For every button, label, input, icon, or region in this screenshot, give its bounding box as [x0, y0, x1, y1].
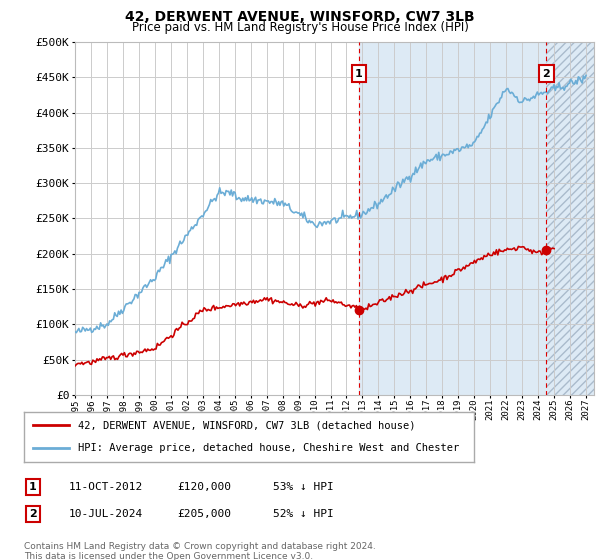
- Text: £120,000: £120,000: [177, 482, 231, 492]
- Text: 2: 2: [542, 69, 550, 79]
- Text: 2: 2: [29, 509, 37, 519]
- Text: 52% ↓ HPI: 52% ↓ HPI: [273, 509, 334, 519]
- Text: HPI: Average price, detached house, Cheshire West and Chester: HPI: Average price, detached house, Ches…: [78, 444, 459, 454]
- Text: 11-OCT-2012: 11-OCT-2012: [69, 482, 143, 492]
- Text: 42, DERWENT AVENUE, WINSFORD, CW7 3LB (detached house): 42, DERWENT AVENUE, WINSFORD, CW7 3LB (d…: [78, 420, 415, 430]
- Text: 10-JUL-2024: 10-JUL-2024: [69, 509, 143, 519]
- Text: Contains HM Land Registry data © Crown copyright and database right 2024.
This d: Contains HM Land Registry data © Crown c…: [24, 542, 376, 560]
- Text: £205,000: £205,000: [177, 509, 231, 519]
- Text: 1: 1: [355, 69, 363, 79]
- Text: 42, DERWENT AVENUE, WINSFORD, CW7 3LB: 42, DERWENT AVENUE, WINSFORD, CW7 3LB: [125, 10, 475, 24]
- Text: 53% ↓ HPI: 53% ↓ HPI: [273, 482, 334, 492]
- Text: Price paid vs. HM Land Registry's House Price Index (HPI): Price paid vs. HM Land Registry's House …: [131, 21, 469, 34]
- Text: 1: 1: [29, 482, 37, 492]
